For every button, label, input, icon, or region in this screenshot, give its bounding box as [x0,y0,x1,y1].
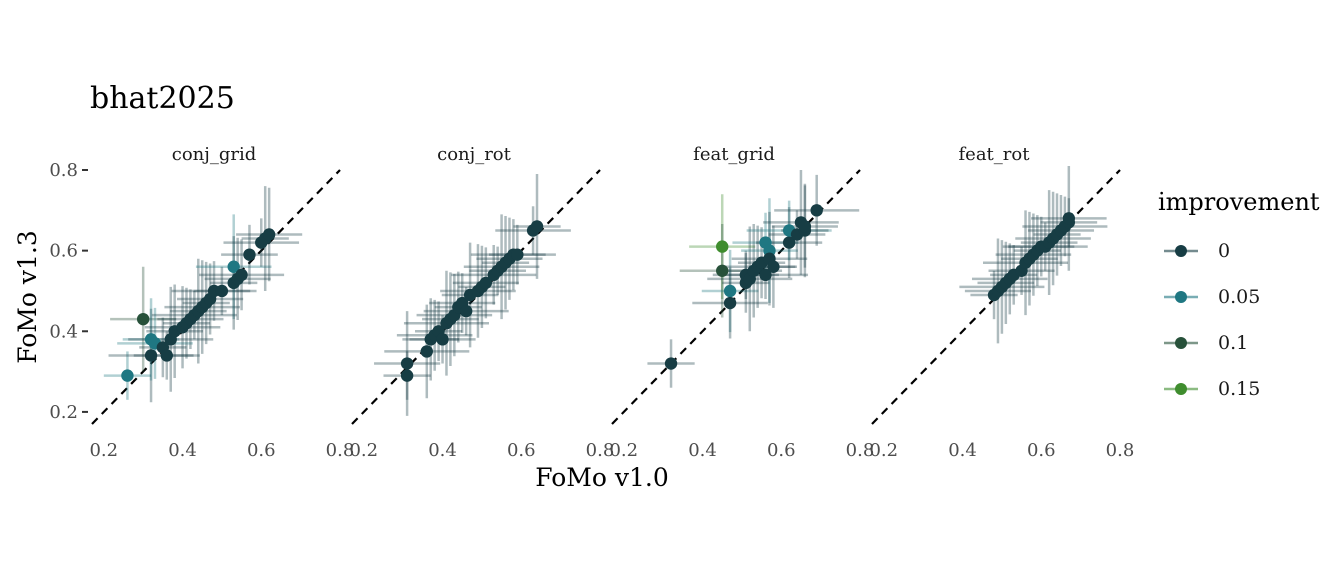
data-point [810,204,823,217]
legend-label: 0.05 [1218,286,1260,308]
y-tick-label: 0.2 [49,402,78,423]
x-tick-label: 0.6 [767,440,796,461]
reference-line [351,169,601,425]
x-tick-label: 0.8 [1106,440,1135,461]
y-tick-label: 0.4 [49,321,78,342]
data-point [716,240,729,253]
x-tick-label: 0.2 [89,440,118,461]
data-point [459,304,473,318]
data-point [215,284,229,298]
data-point [400,357,414,370]
legend-item: 0.1 [1164,332,1248,354]
x-tick-label: 0.6 [1027,440,1056,461]
data-point [227,260,240,273]
panel-feat_grid: feat_grid 0.2 0.4 0.6 0.8 [609,144,874,461]
x-tick-label: 0.8 [846,440,875,461]
data-point [716,264,729,277]
legend-item: 0.05 [1164,286,1260,308]
data-point [144,349,158,362]
strip-label: feat_rot [959,144,1031,165]
reference-line [871,169,1121,425]
x-tick-label: 0.4 [948,440,977,461]
y-tick-label: 0.6 [49,241,78,262]
x-tick-label: 0.4 [428,440,457,461]
panel-conj_rot: conj_rot 0.2 0.4 0.6 0.8 [349,144,614,461]
data-point [530,220,544,233]
strip-label: conj_rot [437,144,512,165]
chart-title: bhat2025 [90,81,235,116]
panel-feat_rot: feat_rot 0.2 0.4 0.6 0.8 [869,144,1134,461]
y-axis-label: FoMo v1.3 [13,230,42,364]
legend-label: 0.15 [1218,378,1260,400]
data-point [798,220,812,233]
data-point [436,333,449,346]
legend-key-point [1175,337,1187,349]
reference-line [91,169,341,425]
legend: improvement 0 0.05 0.1 0.15 [1158,188,1320,400]
data-point [723,284,737,298]
reference-line [611,169,861,425]
data-point [782,236,796,249]
legend-key-point [1175,383,1187,395]
legend-item: 0.15 [1164,378,1260,400]
data-point [664,357,678,370]
y-tick-label: 0.8 [49,160,78,181]
data-point [420,345,433,358]
data-point [1062,212,1076,225]
x-tick-label: 0.6 [247,440,276,461]
data-point [262,228,276,241]
data-point [479,276,493,290]
x-tick-label: 0.8 [586,440,615,461]
x-tick-label: 0.2 [609,440,638,461]
data-point [767,260,780,273]
legend-title: improvement [1158,188,1320,216]
strip-label: feat_grid [693,144,775,165]
data-point [121,369,134,382]
legend-key-point [1175,245,1187,257]
data-point [511,248,524,261]
legend-items: 0 0.05 0.1 0.15 [1164,240,1260,400]
panel-conj_grid: conj_grid 0.2 0.4 0.6 0.8 0.2 0.4 0.6 0.8 [49,144,354,461]
x-axis-label: FoMo v1.0 [535,463,669,492]
x-tick-label: 0.4 [168,440,197,461]
x-tick-label: 0.8 [326,440,355,461]
x-tick-label: 0.2 [349,440,378,461]
data-point [759,268,772,282]
data-point [136,312,150,326]
data-point [243,248,256,261]
data-point [723,296,737,310]
x-tick-label: 0.4 [688,440,717,461]
data-point [160,349,173,362]
strip-label: conj_grid [172,144,257,165]
legend-item: 0 [1164,240,1230,262]
legend-label: 0 [1218,240,1230,262]
x-tick-label: 0.2 [869,440,898,461]
x-tick-label: 0.6 [507,440,536,461]
legend-key-point [1175,291,1187,303]
legend-label: 0.1 [1218,332,1248,354]
data-point [400,369,414,382]
data-point [235,268,248,282]
